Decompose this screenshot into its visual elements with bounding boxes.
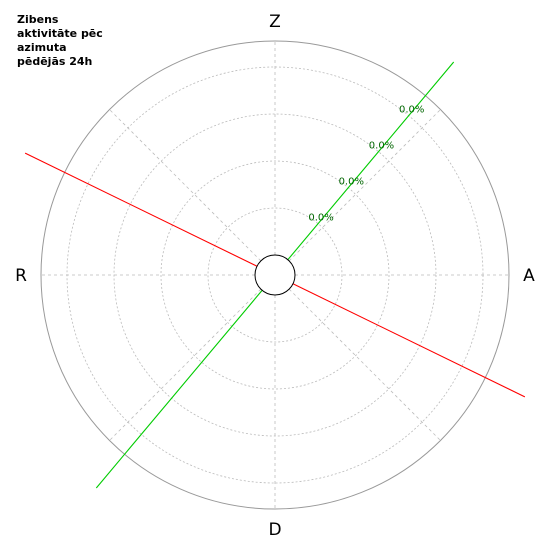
labels-layer: 0.0% 0.0% 0.0% 0.0% Z A D R: [15, 12, 535, 540]
grid-spoke: [288, 109, 441, 262]
title-line: pēdējās 24h: [17, 55, 93, 68]
chart-title: Zibens aktivitāte pēc azimuta pēdējās 24…: [17, 13, 103, 69]
grid-layer: [40, 40, 510, 510]
cardinal-label: Z: [269, 12, 281, 32]
outer-circle: [40, 40, 510, 510]
title-line: Zibens: [17, 13, 59, 26]
cardinal-label: D: [268, 520, 281, 540]
title-line: aktivitāte pēc: [17, 27, 103, 40]
grid-spoke: [288, 288, 441, 441]
grid-spoke: [109, 288, 262, 441]
ring-label: 0.0%: [399, 105, 424, 116]
title-line: azimuta: [17, 41, 67, 54]
direction-lines: [24, 61, 526, 489]
cardinal-label: A: [523, 266, 535, 286]
grid-ring: [207, 207, 343, 343]
cardinal-label: R: [15, 266, 27, 286]
grid-spoke: [109, 109, 262, 262]
ring-label: 0.0%: [369, 141, 394, 152]
center-circle: [254, 254, 296, 296]
grid-ring: [160, 160, 390, 390]
ring-label: 0.0%: [339, 177, 364, 188]
ring-label: 0.0%: [308, 213, 333, 224]
